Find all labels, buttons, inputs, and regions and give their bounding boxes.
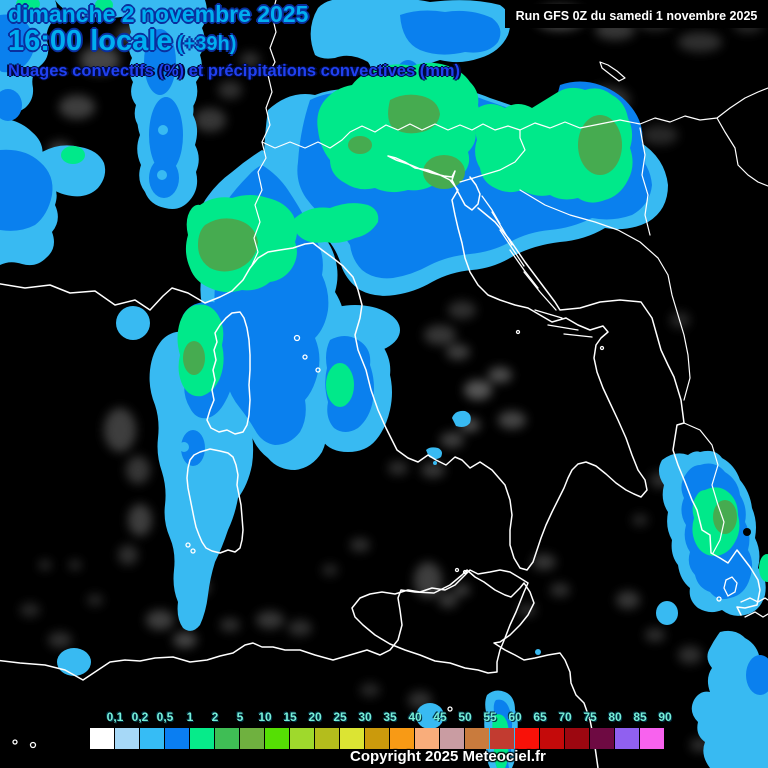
legend-swatch <box>640 728 664 749</box>
map-title-block: dimanche 2 novembre 2025 16:00 locale (+… <box>8 2 460 80</box>
legend-tick: 0,2 <box>131 710 149 724</box>
coastline-layer <box>0 155 761 768</box>
map-subtitle: Nuages convectifs (%) et précipitations … <box>8 61 461 80</box>
forecast-offset: (+39h) <box>176 33 237 56</box>
legend-swatch-row <box>90 728 665 749</box>
legend-tick: 1 <box>186 710 194 724</box>
legend-swatch <box>240 728 264 749</box>
legend-swatch <box>540 728 564 749</box>
legend-tick: 55 <box>483 710 497 724</box>
legend-swatch <box>315 728 339 749</box>
map-time: 16:00 locale <box>8 25 173 58</box>
legend-swatch <box>140 728 164 749</box>
legend-tick: 40 <box>408 710 422 724</box>
legend-tick: 50 <box>458 710 472 724</box>
legend-tick: 10 <box>258 710 272 724</box>
precip-detail-dots <box>157 125 751 536</box>
legend-swatch <box>190 728 214 749</box>
legend-tick: 75 <box>583 710 597 724</box>
legend-swatch <box>590 728 614 749</box>
legend-swatch <box>115 728 139 749</box>
border-layer <box>251 0 768 554</box>
run-info-banner: Run GFS 0Z du samedi 1 novembre 2025 <box>505 4 768 28</box>
legend-tick: 45 <box>433 710 447 724</box>
legend-tick: 70 <box>558 710 572 724</box>
legend-swatch <box>90 728 114 749</box>
legend-tick: 0,1 <box>106 710 124 724</box>
legend-tick: 0,5 <box>156 710 174 724</box>
legend-swatch <box>165 728 189 749</box>
legend-swatch <box>515 728 539 749</box>
legend-tick: 30 <box>358 710 372 724</box>
legend-tick: 90 <box>658 710 672 724</box>
copyright: Copyright 2025 Meteociel.fr <box>350 748 546 765</box>
legend-tick: 25 <box>333 710 347 724</box>
legend-tick: 5 <box>236 710 244 724</box>
legend-tick: 80 <box>608 710 622 724</box>
island-layer <box>12 195 768 749</box>
legend-swatch <box>215 728 239 749</box>
legend-tick: 15 <box>283 710 297 724</box>
legend-swatch <box>565 728 589 749</box>
legend-swatch <box>615 728 639 749</box>
legend-tick: 85 <box>633 710 647 724</box>
legend-swatch <box>365 728 389 749</box>
legend-tick: 35 <box>383 710 397 724</box>
legend-tick: 65 <box>533 710 547 724</box>
precipitation-legend: 0,1 0,2 0,5 1 2 5 10 15 20 25 30 35 40 45 50 55 60 65 70 75… <box>90 710 690 754</box>
legend-swatch <box>290 728 314 749</box>
legend-swatch <box>440 728 464 749</box>
legend-swatch <box>415 728 439 749</box>
legend-tick: 2 <box>211 710 219 724</box>
map-date: dimanche 2 novembre 2025 <box>8 1 309 27</box>
legend-tick: 60 <box>508 710 522 724</box>
legend-swatch <box>465 728 489 749</box>
legend-swatch <box>340 728 364 749</box>
legend-swatch <box>265 728 289 749</box>
legend-tick-row: 0,1 0,2 0,5 1 2 5 10 15 20 25 30 35 40 45 50 55 60 65 70 75… <box>90 710 690 726</box>
legend-tick: 20 <box>308 710 322 724</box>
legend-swatch <box>490 728 514 749</box>
precip-core-layer <box>183 94 737 534</box>
legend-swatch <box>390 728 414 749</box>
